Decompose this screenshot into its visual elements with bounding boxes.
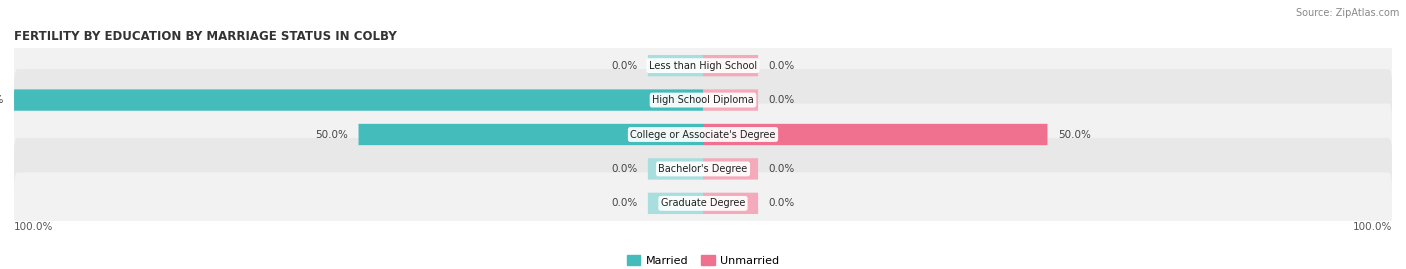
FancyBboxPatch shape — [14, 172, 1392, 234]
FancyBboxPatch shape — [14, 69, 1392, 131]
Legend: Married, Unmarried: Married, Unmarried — [621, 250, 785, 269]
Text: Bachelor's Degree: Bachelor's Degree — [658, 164, 748, 174]
FancyBboxPatch shape — [648, 193, 703, 214]
Text: High School Diploma: High School Diploma — [652, 95, 754, 105]
Text: 0.0%: 0.0% — [769, 164, 794, 174]
Text: 0.0%: 0.0% — [769, 95, 794, 105]
FancyBboxPatch shape — [14, 35, 1392, 97]
Text: 100.0%: 100.0% — [1353, 222, 1392, 232]
Text: 0.0%: 0.0% — [612, 198, 637, 208]
Text: 0.0%: 0.0% — [612, 164, 637, 174]
FancyBboxPatch shape — [359, 124, 703, 145]
FancyBboxPatch shape — [703, 89, 758, 111]
FancyBboxPatch shape — [14, 138, 1392, 200]
FancyBboxPatch shape — [703, 55, 758, 76]
Text: 50.0%: 50.0% — [315, 129, 349, 140]
Text: 100.0%: 100.0% — [14, 222, 53, 232]
Text: 100.0%: 100.0% — [0, 95, 4, 105]
FancyBboxPatch shape — [703, 193, 758, 214]
FancyBboxPatch shape — [14, 104, 1392, 165]
Text: 50.0%: 50.0% — [1057, 129, 1091, 140]
Text: Less than High School: Less than High School — [650, 61, 756, 71]
Text: Source: ZipAtlas.com: Source: ZipAtlas.com — [1295, 8, 1399, 18]
FancyBboxPatch shape — [14, 89, 703, 111]
Text: College or Associate's Degree: College or Associate's Degree — [630, 129, 776, 140]
Text: 0.0%: 0.0% — [769, 198, 794, 208]
FancyBboxPatch shape — [703, 124, 1047, 145]
Text: 0.0%: 0.0% — [769, 61, 794, 71]
FancyBboxPatch shape — [703, 158, 758, 180]
Text: FERTILITY BY EDUCATION BY MARRIAGE STATUS IN COLBY: FERTILITY BY EDUCATION BY MARRIAGE STATU… — [14, 30, 396, 43]
FancyBboxPatch shape — [648, 158, 703, 180]
Text: Graduate Degree: Graduate Degree — [661, 198, 745, 208]
Text: 0.0%: 0.0% — [612, 61, 637, 71]
FancyBboxPatch shape — [648, 55, 703, 76]
